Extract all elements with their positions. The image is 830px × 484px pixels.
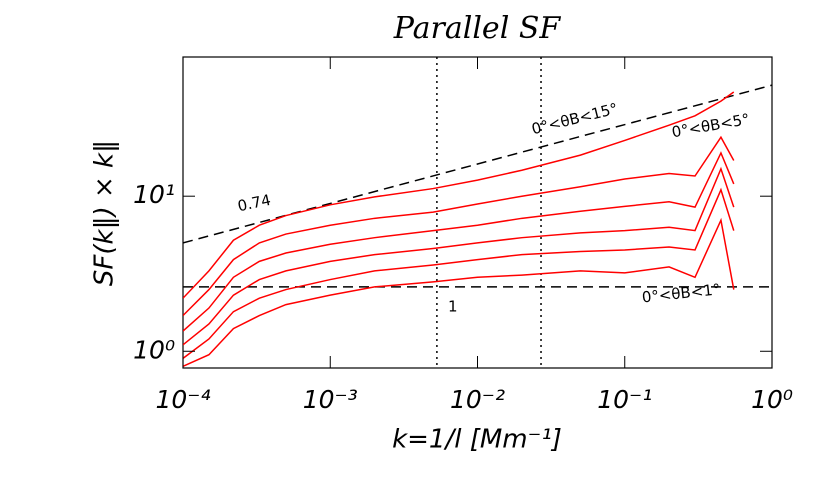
x-tick-label: 10⁻³ [303, 385, 358, 414]
annotation: 1 [448, 298, 458, 316]
plot-frame [182, 56, 773, 369]
series-line [183, 91, 735, 299]
series-line [183, 151, 735, 332]
x-tick-label: 10⁰ [751, 385, 793, 414]
y-tick-label: 10⁰ [133, 335, 175, 364]
series-line [183, 187, 735, 359]
chart-title: Parallel SF [393, 11, 562, 46]
x-tick-label: 10⁻² [450, 385, 505, 414]
series-line [183, 166, 735, 346]
x-tick-label: 10⁻⁴ [155, 385, 210, 414]
y-tick-label: 10¹ [133, 180, 175, 209]
reference-line [183, 84, 772, 244]
annotation: 0°<θB<15° [530, 99, 620, 138]
annotation: 0°<θB<5° [670, 110, 751, 141]
annotation: 0.74 [236, 191, 272, 216]
series-line [183, 217, 735, 367]
y-axis-label: SF(k‖) × k‖ [90, 140, 120, 286]
plot-area [183, 57, 772, 368]
annotation: 0°<θB<1° [641, 280, 721, 306]
x-tick-label: 10⁻¹ [597, 385, 652, 414]
x-axis-label: k=1/l [Mm⁻¹] [392, 425, 562, 455]
series-line [183, 135, 735, 317]
